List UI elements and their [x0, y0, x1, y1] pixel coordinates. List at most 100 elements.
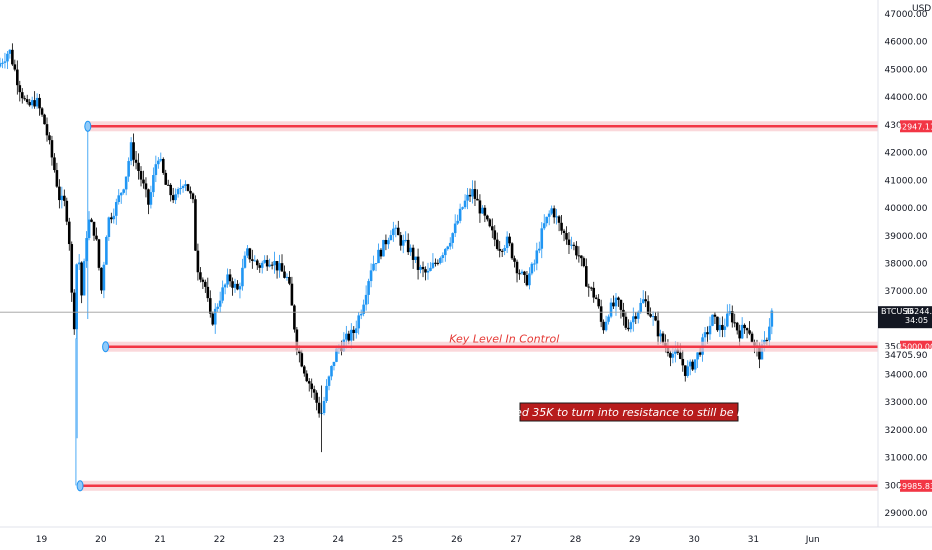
candle-body: [137, 162, 140, 171]
candle-body: [604, 321, 608, 331]
candle-body: [669, 353, 672, 358]
candle-body: [476, 198, 479, 201]
candle-body: [555, 216, 558, 218]
candle-body: [421, 266, 425, 270]
candle-body: [740, 324, 744, 339]
candle-body: [392, 228, 395, 236]
candle-body: [327, 376, 331, 386]
candle-body: [142, 179, 145, 184]
candle-body: [580, 255, 583, 259]
candle-body: [525, 275, 529, 286]
candle-body: [332, 361, 336, 366]
candle-body: [1, 62, 4, 64]
y-tick-label: 31000.00: [885, 454, 928, 464]
candle-body: [490, 226, 494, 231]
annotation-text: We need 35K to turn into resistance to s…: [480, 406, 778, 419]
x-tick-label: 28: [570, 535, 582, 545]
candle-body: [28, 102, 31, 106]
x-tick-label: 29: [629, 535, 641, 545]
candle-body: [409, 247, 412, 253]
candle-body: [550, 208, 553, 214]
candle-body: [233, 283, 237, 288]
candle-body: [688, 361, 692, 367]
candle-body: [11, 49, 14, 65]
candle-body: [609, 302, 613, 317]
candle-body: [661, 333, 665, 343]
candle-body: [152, 175, 155, 193]
candle-body: [434, 262, 437, 264]
candle-body: [488, 219, 492, 227]
candle-body: [100, 267, 103, 291]
candle-body: [656, 320, 660, 337]
candle-body: [646, 301, 650, 315]
candle-body: [181, 186, 185, 189]
candle-body: [520, 271, 524, 274]
candle-body: [716, 316, 719, 331]
candle-body: [552, 208, 556, 218]
candle-body: [238, 286, 242, 290]
y-tick-label: 42000.00: [885, 149, 928, 159]
candle-body: [473, 189, 477, 199]
time-axis[interactable]: 19 20 21 22 23 24 25 26 27 28 29 30 31 Jun: [36, 535, 820, 545]
candle-body: [528, 273, 531, 286]
candle-body: [6, 53, 9, 62]
candle-body: [523, 271, 526, 276]
candle-body: [364, 294, 368, 305]
candle-body: [285, 276, 289, 278]
candle-body: [307, 381, 311, 384]
candle-body: [518, 273, 521, 275]
candle-body: [8, 49, 12, 54]
candle-body: [82, 261, 86, 296]
candle-body: [221, 287, 224, 301]
candle-body: [659, 333, 662, 337]
candle-body: [414, 256, 417, 260]
candle-body: [206, 286, 210, 299]
candle-body: [208, 298, 212, 314]
candle-body: [431, 262, 435, 268]
candle-body: [530, 263, 534, 274]
y-tick-label: 46000.00: [885, 38, 928, 48]
candle-body: [419, 266, 422, 270]
candle-body: [510, 243, 514, 259]
candle-body: [85, 238, 88, 262]
candle-body: [186, 184, 190, 191]
candle-body: [191, 193, 195, 200]
candle-body: [617, 297, 620, 300]
candle-body: [589, 287, 593, 289]
candle-body: [750, 333, 754, 343]
candle-body: [693, 359, 697, 370]
candle-body: [404, 239, 408, 241]
candle-body: [535, 250, 539, 264]
candle-body: [72, 292, 76, 330]
candle-body: [597, 298, 600, 307]
y-tick-label: 40000.00: [885, 204, 928, 214]
candle-body: [641, 299, 645, 303]
candle-body: [411, 247, 415, 260]
candle-body: [241, 267, 244, 287]
candle-body: [631, 316, 635, 323]
currency-label: USD: [912, 4, 931, 14]
candle-body: [602, 321, 605, 331]
candle-body: [127, 161, 130, 177]
candle-body: [176, 189, 180, 195]
candle-body: [253, 260, 257, 262]
candle-body: [95, 235, 98, 240]
x-tick-label: 19: [36, 535, 48, 545]
candle-body: [65, 200, 69, 222]
candle-body: [236, 283, 239, 290]
candle-body: [13, 64, 17, 70]
candle-body: [45, 124, 49, 136]
candle-body: [458, 208, 462, 221]
candle-body: [466, 194, 469, 201]
y-tick-label: 39000.00: [885, 232, 928, 242]
candle-body: [248, 248, 252, 260]
candle-body: [503, 247, 506, 251]
y-tick-label: 41000.00: [885, 176, 928, 186]
level-anchor-handle: [76, 480, 84, 492]
level-price-tag: [900, 120, 932, 133]
candle-body: [124, 176, 128, 190]
candle-body: [718, 324, 722, 331]
candle-body: [283, 271, 286, 278]
candle-body: [43, 114, 46, 125]
